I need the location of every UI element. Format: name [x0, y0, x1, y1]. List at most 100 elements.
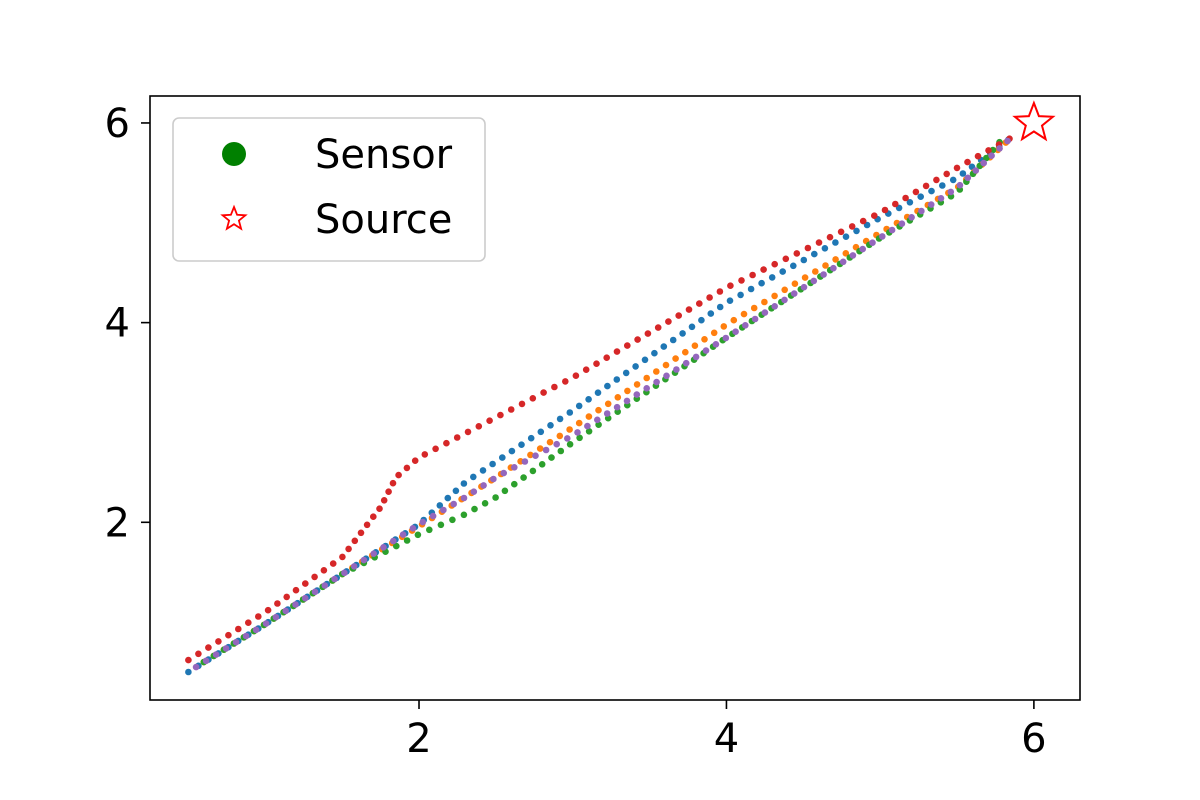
trajectory-point	[790, 290, 798, 297]
trajectory-point	[537, 428, 545, 436]
trajectory-point	[879, 233, 886, 240]
trajectory-point	[771, 292, 778, 300]
trajectory-point	[749, 271, 756, 279]
trajectory-point	[800, 256, 808, 264]
trajectory-point	[692, 353, 700, 361]
trajectory-point	[906, 199, 914, 206]
trajectory-point	[604, 400, 612, 408]
trajectory-point	[282, 607, 290, 615]
trajectory-point	[566, 409, 574, 416]
trajectory-point	[527, 434, 535, 442]
trajectory-point	[790, 262, 797, 270]
trajectory-point	[888, 226, 896, 234]
trajectory-point	[576, 434, 583, 442]
trajectory-point	[464, 428, 472, 436]
trajectory-point	[585, 396, 592, 403]
trajectory-point	[242, 632, 250, 640]
trajectory-point	[634, 336, 641, 343]
trajectory-point	[613, 403, 621, 411]
trajectory-point	[584, 422, 591, 430]
trajectory-point	[562, 378, 569, 385]
trajectory-point	[996, 145, 1003, 152]
trajectory-point	[518, 441, 525, 449]
trajectory-point	[691, 342, 699, 350]
trajectory-point	[553, 440, 560, 448]
trajectory-point	[357, 529, 365, 537]
trajectory-point	[641, 356, 649, 364]
trajectory-point	[370, 513, 377, 520]
trajectory-point	[529, 395, 537, 402]
trajectory-point	[421, 451, 429, 458]
plot-area	[185, 100, 1056, 676]
trajectory-point	[385, 488, 392, 496]
trajectory-point	[654, 324, 662, 331]
trajectory-point	[953, 164, 961, 172]
trajectory-point	[274, 600, 281, 607]
trajectory-point	[720, 323, 728, 330]
trajectory-point	[892, 200, 899, 208]
trajectory-point	[566, 426, 573, 433]
trajectory-point	[712, 341, 720, 348]
axes-frame	[149, 95, 1081, 701]
trajectory-point	[747, 285, 755, 293]
trajectory-point	[732, 328, 739, 336]
trajectory-point	[679, 330, 686, 337]
trajectory-point	[613, 376, 621, 383]
trajectory-point	[937, 195, 945, 202]
trajectory-point	[682, 359, 690, 367]
trajectory-point	[320, 567, 328, 574]
trajectory-point	[750, 304, 758, 312]
trajectory-point	[771, 303, 778, 310]
trajectory-point	[262, 620, 270, 627]
trajectory-point	[225, 631, 232, 639]
trajectory-point	[479, 467, 487, 474]
trajectory-point	[470, 488, 478, 496]
trajectory-point	[800, 283, 808, 291]
trajectory-point	[974, 152, 982, 160]
trajectory-point	[440, 506, 447, 514]
trajectory-point	[252, 626, 260, 634]
trajectory-point	[603, 410, 611, 417]
trajectory-point	[460, 480, 468, 487]
trajectory-point	[698, 316, 705, 324]
trajectory-point	[688, 323, 696, 331]
trajectory-point	[582, 366, 590, 374]
trajectory-point	[489, 460, 496, 468]
trajectory-point	[414, 531, 422, 539]
trajectory-point	[972, 167, 980, 174]
trajectory-point	[450, 500, 458, 508]
trajectory-point	[604, 382, 611, 390]
trajectory-point	[370, 550, 378, 557]
trajectory-point	[801, 274, 809, 281]
trajectory-point	[985, 147, 992, 154]
trajectory-point	[771, 260, 778, 268]
trajectory-point	[443, 439, 450, 447]
source-star-marker	[1012, 100, 1056, 142]
trajectory-point	[501, 487, 509, 495]
trajectory-point	[399, 531, 407, 538]
trajectory-point	[311, 573, 318, 581]
trajectory-point	[837, 228, 845, 236]
trajectory-point	[594, 416, 601, 424]
trajectory-point	[532, 452, 539, 460]
trajectory-point	[546, 438, 554, 446]
trajectory-point	[710, 329, 718, 337]
trajectory-point	[264, 606, 272, 614]
trajectory-point	[301, 594, 309, 602]
trajectory-point	[651, 349, 658, 357]
trajectory-point	[235, 625, 242, 633]
trajectory-point	[232, 638, 240, 646]
trajectory-point	[738, 277, 745, 284]
trajectory-point	[536, 445, 544, 452]
trajectory-point	[685, 306, 693, 313]
trajectory-point	[821, 245, 829, 252]
trajectory-point	[419, 518, 427, 526]
trajectory-point	[673, 366, 680, 373]
y-tick-label: 6	[105, 101, 130, 147]
trajectory-point	[842, 250, 850, 257]
trajectory-point	[403, 537, 411, 544]
trajectory-point	[716, 303, 724, 311]
trajectory-point	[575, 419, 583, 427]
trajectory-point	[389, 479, 397, 487]
trajectory-point	[486, 417, 493, 425]
